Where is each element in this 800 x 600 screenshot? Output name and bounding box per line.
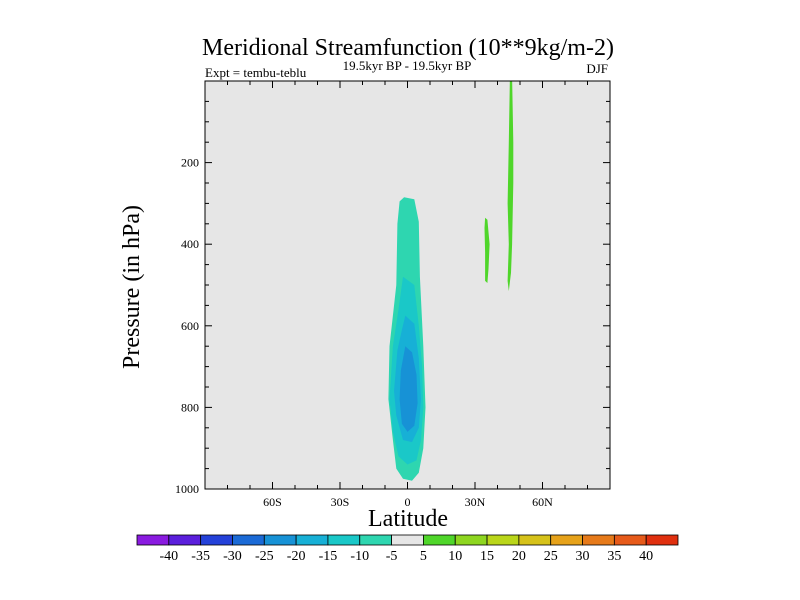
- colorbar-swatch: [391, 534, 424, 546]
- period-label: 19.5kyr BP - 19.5kyr BP: [343, 58, 472, 73]
- colorbar-label: 40: [639, 549, 653, 564]
- y-tick-label: 1000: [175, 482, 199, 496]
- colorbar-label: 5: [420, 549, 427, 564]
- colorbar-swatch: [486, 534, 520, 546]
- colorbar-label: -40: [159, 549, 178, 564]
- season-label: DJF: [586, 61, 608, 76]
- colorbar-swatch: [200, 534, 233, 546]
- y-tick-label: 200: [181, 156, 199, 170]
- colorbar-swatch: [232, 534, 265, 546]
- colorbar-label: -5: [386, 549, 398, 564]
- y-tick-label: 400: [181, 237, 199, 251]
- colorbar-swatch: [454, 534, 488, 546]
- colorbar: -40 -35 -30 -25 -20 -15 -10 -5 5 10 15 20 25 30 35 40: [136, 534, 679, 564]
- colorbar-swatch: [518, 534, 552, 546]
- colorbar-swatch: [550, 534, 583, 546]
- colorbar-swatch: [168, 534, 202, 546]
- x-tick-label: 30S: [331, 495, 350, 509]
- colorbar-swatch: [359, 534, 392, 546]
- colorbar-swatch: [582, 534, 615, 546]
- y-tick-label: 800: [181, 400, 199, 414]
- x-tick-label: 60S: [263, 495, 282, 509]
- y-tick-label: 600: [181, 319, 199, 333]
- colorbar-label: 30: [576, 549, 590, 564]
- colorbar-swatch: [645, 534, 679, 546]
- chart-title: Meridional Streamfunction (10**9kg/m-2): [202, 35, 614, 61]
- colorbar-label: -15: [319, 549, 338, 564]
- colorbar-label: 25: [544, 549, 558, 564]
- colorbar-swatch: [423, 534, 456, 546]
- colorbar-label: -35: [191, 549, 210, 564]
- colorbar-label: 35: [607, 549, 621, 564]
- experiment-label: Expt = tembu-teblu: [205, 65, 307, 80]
- colorbar-swatch: [263, 534, 297, 546]
- colorbar-label: 10: [448, 549, 462, 564]
- colorbar-swatch: [295, 534, 329, 546]
- y-axis: 200 400 600 800 1000: [175, 100, 610, 496]
- colorbar-label: -20: [287, 549, 306, 564]
- x-axis: 60S 30S 0 30N 60N: [227, 81, 588, 509]
- x-axis-label: Latitude: [368, 506, 448, 532]
- colorbar-label: 20: [512, 549, 526, 564]
- colorbar-label: 15: [480, 549, 494, 564]
- contour-region-northern-cell-small: [484, 217, 490, 283]
- colorbar-swatch: [613, 534, 647, 546]
- contour-regions: [388, 81, 514, 481]
- colorbar-label: -25: [255, 549, 274, 564]
- x-tick-label: 60N: [532, 495, 553, 509]
- colorbar-swatch: [136, 534, 170, 546]
- x-tick-label: 0: [405, 495, 411, 509]
- colorbar-label: -10: [350, 549, 369, 564]
- contour-region-northern-cell-jet: [507, 81, 514, 292]
- colorbar-label: -30: [223, 549, 242, 564]
- colorbar-swatch: [327, 534, 361, 546]
- contour-region-southern-cell-20: [399, 346, 418, 432]
- y-axis-label: Pressure (in hPa): [119, 205, 145, 369]
- x-tick-label: 30N: [465, 495, 486, 509]
